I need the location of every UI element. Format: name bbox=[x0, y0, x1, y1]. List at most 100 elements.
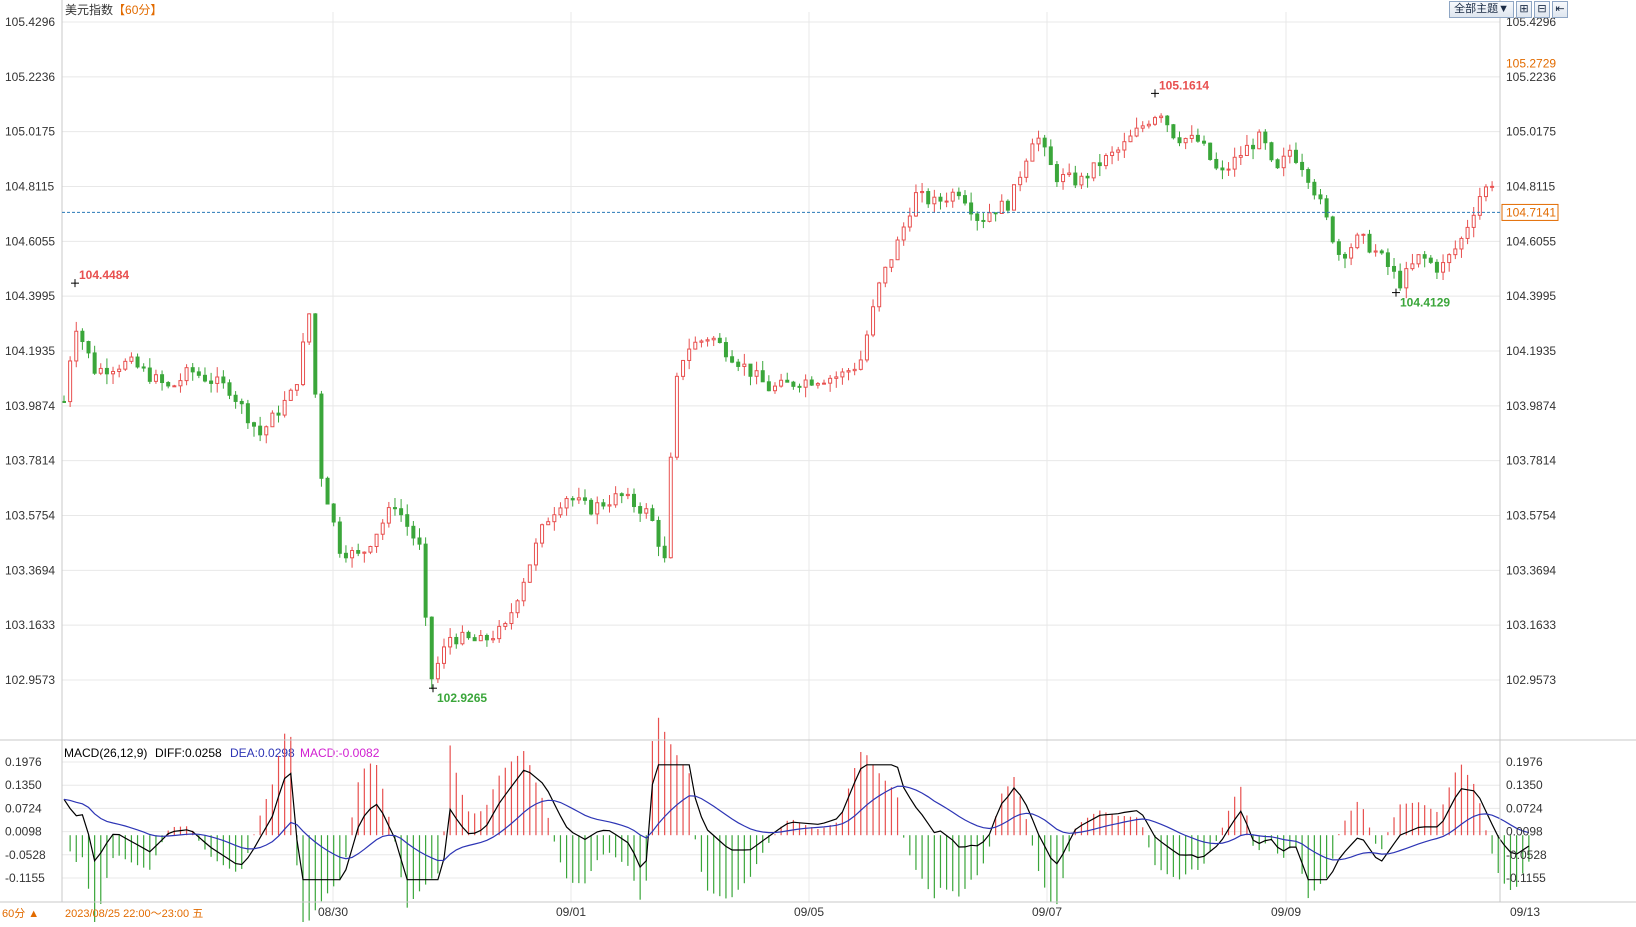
candle-body bbox=[448, 636, 453, 648]
x-tick-label: 09/01 bbox=[556, 905, 586, 919]
candle-body bbox=[644, 508, 649, 514]
candle-body bbox=[1342, 253, 1347, 259]
candle-body bbox=[895, 239, 900, 261]
candle-body bbox=[258, 425, 263, 436]
candle-body bbox=[1097, 162, 1102, 167]
candle-body bbox=[429, 616, 434, 680]
candle-body bbox=[987, 212, 992, 222]
macd-panel bbox=[63, 717, 1530, 927]
candle-body bbox=[950, 191, 955, 202]
x-tick-label: 09/07 bbox=[1032, 905, 1062, 919]
candle-body bbox=[613, 493, 618, 506]
candle-body bbox=[417, 537, 422, 545]
macd-tick-label-left: 0.1350 bbox=[5, 778, 42, 792]
y-tick-label-right: 103.7814 bbox=[1506, 454, 1556, 468]
candle-body bbox=[1318, 194, 1323, 200]
layout-icon[interactable]: ⊞ bbox=[1516, 1, 1532, 18]
candle-body bbox=[1146, 123, 1151, 127]
candle-body bbox=[1018, 176, 1023, 186]
candle-body bbox=[1079, 175, 1084, 186]
extreme-label: 104.4129 bbox=[1400, 296, 1450, 310]
candle-body bbox=[190, 367, 195, 373]
candle-body bbox=[791, 381, 796, 387]
candle-body bbox=[1140, 125, 1145, 129]
candle-body bbox=[864, 334, 869, 361]
candle-body bbox=[460, 631, 465, 645]
candle-body bbox=[123, 360, 128, 370]
candle-body bbox=[981, 219, 986, 222]
candle-body bbox=[607, 504, 612, 507]
candle-body bbox=[907, 215, 912, 228]
annotations: 105.2729 104.7141 104.4484 102.9265 105.1614… bbox=[62, 57, 1559, 705]
candle-body bbox=[515, 600, 520, 614]
candle-body bbox=[509, 612, 514, 625]
candle-body bbox=[307, 313, 312, 343]
candle-body bbox=[846, 370, 851, 373]
candle-body bbox=[1465, 226, 1470, 239]
candle-body bbox=[883, 266, 888, 284]
candle-body bbox=[1067, 172, 1072, 176]
candle-body bbox=[1012, 184, 1017, 211]
macd-diff: DIFF:0.0258 bbox=[155, 746, 222, 760]
candle-body bbox=[1398, 270, 1403, 289]
y-tick-label-left: 103.9874 bbox=[5, 399, 55, 413]
candle-body bbox=[86, 341, 91, 354]
y-tick-label-left: 104.1935 bbox=[5, 344, 55, 358]
theme-select-button[interactable]: 全部主题▼ bbox=[1449, 1, 1514, 18]
candle-body bbox=[1128, 135, 1133, 143]
layout-alt-icon[interactable]: ⊟ bbox=[1534, 1, 1550, 18]
candlesticks bbox=[62, 113, 1495, 690]
chart-title: 美元指数【60分】 bbox=[65, 2, 162, 17]
candle-body bbox=[294, 384, 299, 391]
candle-body bbox=[717, 337, 722, 344]
candle-body bbox=[129, 356, 134, 362]
candle-body bbox=[1183, 137, 1188, 144]
candle-body bbox=[1061, 174, 1066, 183]
candle-body bbox=[969, 202, 974, 215]
candle-body bbox=[1293, 149, 1298, 163]
candle-body bbox=[270, 412, 275, 428]
candle-body bbox=[380, 522, 385, 535]
candle-body bbox=[779, 379, 784, 387]
candle-body bbox=[840, 371, 845, 378]
back-icon[interactable]: ⇤ bbox=[1552, 1, 1568, 18]
candle-body bbox=[1091, 162, 1096, 179]
candle-body bbox=[1287, 149, 1292, 157]
macd-tick-label-left: 0.1976 bbox=[5, 755, 42, 769]
candle-body bbox=[62, 400, 66, 403]
candle-body bbox=[239, 400, 244, 405]
candle-body bbox=[1214, 158, 1219, 169]
candle-body bbox=[852, 368, 857, 372]
candle-body bbox=[221, 376, 226, 384]
timeframe-selector[interactable]: 60分 ▲ bbox=[2, 908, 40, 920]
candle-body bbox=[999, 200, 1004, 214]
candle-body bbox=[282, 399, 287, 416]
candle-body bbox=[472, 637, 477, 642]
candle-body bbox=[803, 379, 808, 388]
candle-body bbox=[1048, 146, 1053, 166]
candle-body bbox=[681, 359, 686, 377]
candle-body bbox=[1355, 234, 1360, 249]
y-tick-label-left: 104.6055 bbox=[5, 234, 55, 248]
candle-body bbox=[1312, 181, 1317, 196]
candle-body bbox=[1263, 131, 1268, 144]
candle-body bbox=[1447, 254, 1452, 264]
current-price-tag: 104.7141 bbox=[1506, 205, 1556, 219]
candle-body bbox=[1416, 254, 1421, 265]
candle-body bbox=[1244, 144, 1249, 156]
candle-body bbox=[742, 363, 747, 367]
candle-body bbox=[215, 376, 220, 384]
y-tick-label-left: 103.1633 bbox=[5, 618, 55, 632]
candle-body bbox=[202, 374, 207, 382]
candle-body bbox=[1165, 115, 1170, 126]
candle-body bbox=[392, 507, 397, 510]
candle-body bbox=[1226, 168, 1231, 171]
candle-body bbox=[570, 498, 575, 501]
candle-body bbox=[68, 360, 73, 403]
candle-body bbox=[209, 380, 214, 384]
candle-body bbox=[723, 342, 728, 358]
candle-body bbox=[1238, 154, 1243, 158]
candle-body bbox=[564, 498, 569, 509]
candle-body bbox=[656, 519, 661, 547]
